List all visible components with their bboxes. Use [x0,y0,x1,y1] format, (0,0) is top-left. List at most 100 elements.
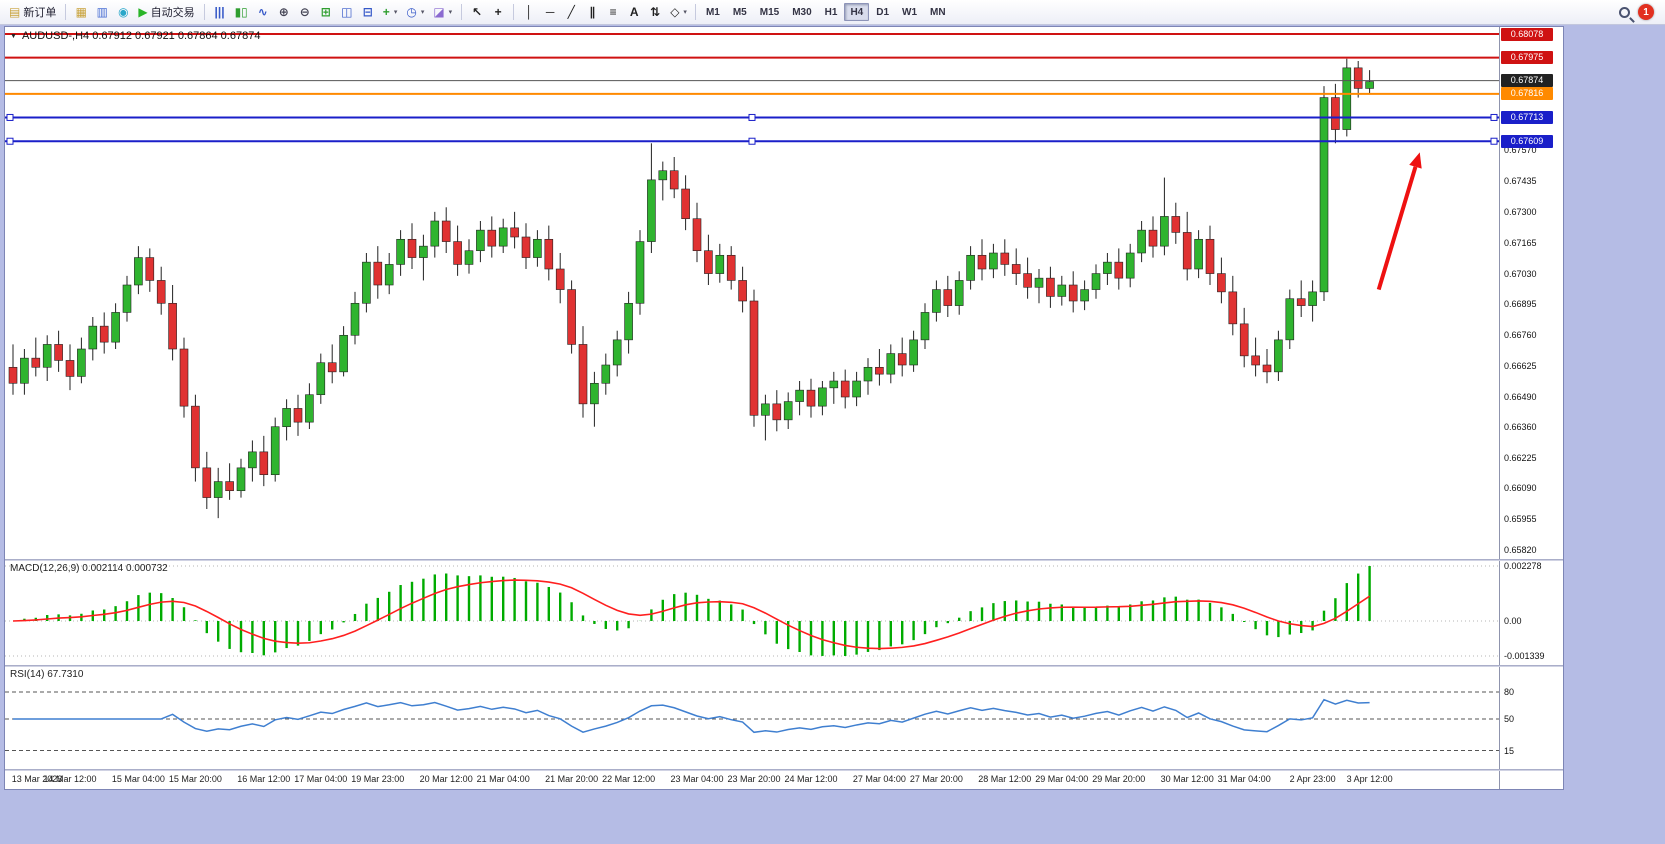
price-tick: 0.65820 [1504,545,1537,556]
price-tick: 0.66360 [1504,422,1537,433]
data-window-button[interactable]: ◉ [113,2,133,22]
new-order-button-label: 新订单 [23,4,56,20]
chevron-down-icon: ▾ [449,8,453,16]
line-handle[interactable] [1491,138,1497,144]
macd-panel[interactable]: MACD(12,26,9) 0.002114 0.000732 [5,561,1499,665]
toolbar-separator [204,4,205,20]
bar-chart-button[interactable]: ||| [210,2,230,22]
new-order-button[interactable]: ▤新订单 [5,2,60,22]
time-axis[interactable]: 13 Mar 202314 Mar 12:0015 Mar 04:0015 Ma… [5,771,1499,789]
zoom-out-button[interactable]: ⊖ [295,2,315,22]
new-chart-button[interactable]: ▦ [71,2,91,22]
fibonacci-button[interactable]: ≡ [603,2,623,22]
channel-button[interactable]: ∥ [582,2,602,22]
text-icon: A [630,6,639,18]
macd-axis[interactable]: 0.0022780.00-0.001339 [1499,561,1563,665]
timeframe-button-m1[interactable]: M1 [700,3,726,21]
time-label: 31 Mar 04:00 [1218,774,1271,784]
timeframe-button-m30[interactable]: M30 [786,3,817,21]
cursor-icon: ↖ [472,6,482,18]
search-icon[interactable] [1619,7,1630,18]
price-tick: 0.67300 [1504,207,1537,218]
shapes-icon: ◇ [670,6,679,18]
indicators-button[interactable]: +▾ [379,2,402,22]
timeframe-button-w1[interactable]: W1 [896,3,923,21]
price-level-badge: 0.67975 [1501,51,1553,64]
trendline-button[interactable]: ╱ [561,2,581,22]
macd-row: MACD(12,26,9) 0.002114 0.000732 0.002278… [5,561,1563,665]
timeframe-button-m15[interactable]: M15 [754,3,785,21]
tile-windows-button[interactable]: ⊞ [316,2,336,22]
cascade-windows-button[interactable]: ◫ [337,2,357,22]
axis-corner [1499,771,1563,789]
zoom-in-button[interactable]: ⊕ [274,2,294,22]
line-handle[interactable] [749,138,755,144]
timeframe-button-mn[interactable]: MN [924,3,952,21]
price-tick: 0.67435 [1504,176,1537,187]
time-label: 15 Mar 20:00 [169,774,222,784]
candlestick-chart-button[interactable]: ▮▯ [231,2,252,22]
timeframe-button-h1[interactable]: H1 [819,3,844,21]
rsi-axis[interactable]: 80 50 15 [1499,667,1563,769]
time-label: 23 Mar 20:00 [727,774,780,784]
vertical-line-button[interactable]: │ [519,2,539,22]
price-tick: 0.66895 [1504,299,1537,310]
toolbar-right: 1 [1619,4,1654,20]
templates-icon: ◪ [433,6,444,18]
auto-trading-button[interactable]: ▶自动交易 [134,2,198,22]
main-toolbar: ▤新订单▦▥◉▶自动交易|||▮▯∿⊕⊖⊞◫⊟+▾◷▾◪▾↖+│─╱∥≡A⇅◇▾… [0,0,1665,25]
toolbar-separator [513,4,514,20]
rsi-axis-value: 50 [1504,714,1514,724]
chevron-down-icon: ▾ [394,8,398,16]
arrows-button[interactable]: ⇅ [645,2,665,22]
chevron-down-icon: ▾ [683,8,687,16]
price-axis[interactable]: 0.675700.674350.673000.671650.670300.668… [1499,27,1563,559]
timeframe-button-h4[interactable]: H4 [844,3,869,21]
price-chart-svg[interactable] [5,27,1499,559]
toolbar-separator [65,4,66,20]
price-tick: 0.67030 [1504,269,1537,280]
macd-label: MACD(12,26,9) 0.002114 0.000732 [10,563,168,574]
notification-badge[interactable]: 1 [1638,4,1654,20]
profiles-button[interactable]: ▥ [92,2,112,22]
crosshair-button[interactable]: + [488,2,508,22]
rsi-axis-value: 80 [1504,687,1514,697]
line-handle[interactable] [1491,114,1497,120]
line-handle[interactable] [7,138,13,144]
arrange-windows-button[interactable]: ⊟ [358,2,378,22]
rsi-axis-value: 15 [1504,746,1514,756]
price-level-badge: 0.67874 [1501,74,1553,87]
rsi-panel[interactable]: RSI(14) 67.7310 [5,667,1499,769]
price-tick: 0.66490 [1504,392,1537,403]
time-label: 17 Mar 04:00 [294,774,347,784]
cursor-button[interactable]: ↖ [467,2,487,22]
time-label: 15 Mar 04:00 [112,774,165,784]
tile-windows-icon: ⊞ [321,6,331,18]
price-chart-area[interactable]: ▼ AUDUSD-,H4 0.67912 0.67921 0.67864 0.6… [5,27,1499,559]
price-level-badge: 0.67816 [1501,87,1553,100]
periods-icon: ◷ [406,6,416,18]
timeframe-button-m5[interactable]: M5 [727,3,753,21]
time-label: 28 Mar 12:00 [978,774,1031,784]
macd-axis-value: 0.002278 [1504,561,1542,571]
horizontal-line-button[interactable]: ─ [540,2,560,22]
price-tick: 0.65955 [1504,514,1537,525]
line-chart-button[interactable]: ∿ [253,2,273,22]
timeframe-toolbar: M1M5M15M30H1H4D1W1MN [700,3,952,21]
line-handle[interactable] [7,114,13,120]
shapes-button[interactable]: ◇▾ [666,2,691,22]
text-button[interactable]: A [624,2,644,22]
time-label: 14 Mar 12:00 [43,774,96,784]
time-label: 29 Mar 04:00 [1035,774,1088,784]
zoom-out-icon: ⊖ [300,6,310,18]
time-axis-row: 13 Mar 202314 Mar 12:0015 Mar 04:0015 Ma… [5,771,1563,789]
line-handle[interactable] [749,114,755,120]
symbol-dropdown-icon[interactable]: ▼ [10,33,17,40]
time-label: 3 Apr 12:00 [1347,774,1393,784]
trend-arrow-annotation[interactable] [1379,152,1422,289]
periods-button[interactable]: ◷▾ [402,2,428,22]
templates-button[interactable]: ◪▾ [429,2,456,22]
timeframe-button-d1[interactable]: D1 [870,3,895,21]
time-label: 27 Mar 20:00 [910,774,963,784]
time-label: 24 Mar 12:00 [784,774,837,784]
